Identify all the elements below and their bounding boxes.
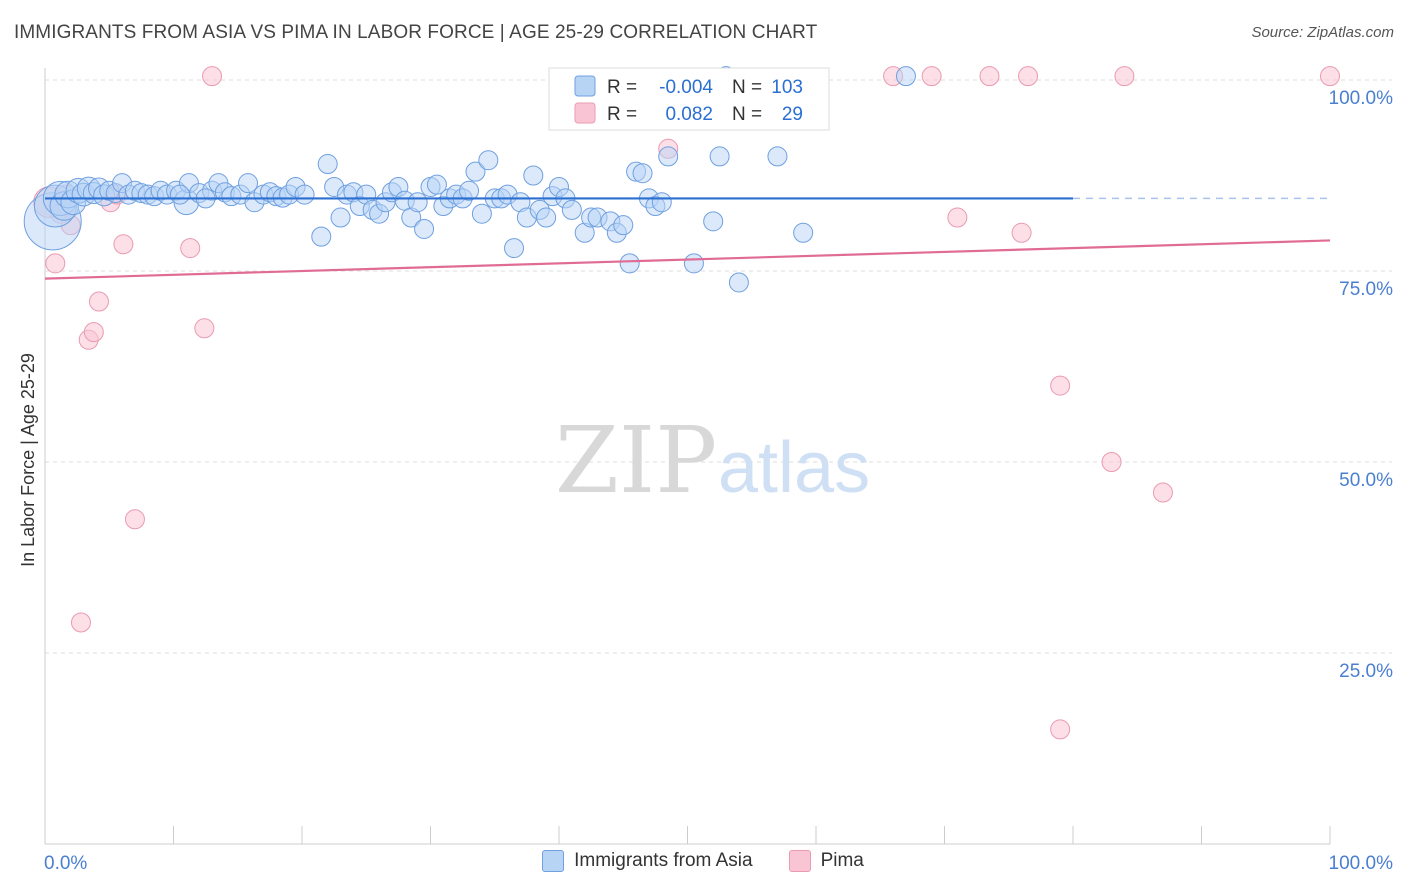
legend-label-asia: Immigrants from Asia: [574, 850, 753, 871]
y-tick-label: 100.0%: [1329, 88, 1394, 109]
asia-point: [767, 146, 788, 167]
asia-point: [651, 192, 672, 213]
x-tick-label: 0.0%: [44, 853, 87, 874]
legend-swatch-pima: [574, 102, 596, 124]
asia-point: [895, 66, 916, 87]
asia-point: [471, 203, 492, 224]
pima-trend-line: [44, 239, 1331, 280]
y-axis-label: In Labor Force | Age 25-29: [18, 353, 38, 567]
watermark-atlas: atlas: [718, 428, 870, 508]
legend-n-label-pima: N =: [732, 104, 762, 125]
pima-point: [1018, 66, 1039, 87]
legend-item-pima[interactable]: Pima: [788, 850, 864, 872]
pima-point: [202, 66, 223, 87]
watermark: ZIP atlas: [555, 407, 870, 514]
asia-point: [728, 272, 749, 293]
pima-point: [124, 509, 145, 530]
pima-points: [33, 66, 1340, 740]
asia-point: [317, 154, 338, 175]
asia-point: [632, 163, 653, 184]
asia-point: [169, 184, 190, 205]
pima-point: [1101, 452, 1122, 472]
legend-n-label-asia: N =: [732, 77, 762, 98]
y-tick-label: 50.0%: [1339, 470, 1393, 491]
tick-labels: 25.0% 50.0% 75.0% 100.0% 0.0% 100.0%: [44, 88, 1393, 874]
trend-lines: [44, 197, 1331, 280]
pima-point: [1011, 222, 1032, 243]
stats-legend: R = -0.004 N = 103 R = 0.082 N = 29: [548, 67, 830, 131]
pima-point: [1050, 375, 1071, 396]
pima-point: [1320, 66, 1340, 87]
y-tick-label: 25.0%: [1339, 661, 1393, 682]
y-tick-label: 75.0%: [1339, 279, 1393, 300]
pima-point: [921, 66, 942, 87]
pima-point: [1152, 482, 1173, 503]
watermark-zip: ZIP: [555, 407, 717, 514]
asia-point: [683, 253, 704, 274]
asia-point: [311, 226, 332, 247]
pima-point: [947, 207, 968, 228]
legend-label-pima: Pima: [820, 850, 864, 871]
asia-point: [294, 184, 315, 205]
pima-point: [1050, 719, 1071, 740]
asia-point: [426, 174, 447, 195]
asia-point: [613, 215, 634, 236]
pima-point: [113, 234, 134, 255]
asia-point: [658, 146, 679, 167]
asia-point: [793, 222, 814, 243]
asia-point: [407, 192, 428, 213]
legend-swatch-pima-bottom: [788, 850, 811, 872]
legend-swatch-asia: [574, 75, 596, 97]
asia-point: [238, 173, 259, 194]
source-label: Source: ZipAtlas.com: [1251, 24, 1394, 41]
asia-point: [465, 161, 486, 182]
asia-point: [536, 207, 557, 228]
legend-n-value-pima: 29: [782, 104, 803, 125]
legend-r-label-pima: R =: [607, 104, 637, 125]
asia-point: [709, 146, 730, 167]
asia-point: [619, 253, 640, 274]
asia-point: [523, 165, 544, 186]
chart-title: IMMIGRANTS FROM ASIA VS PIMA IN LABOR FO…: [14, 22, 818, 43]
x-tick-label: 100.0%: [1329, 853, 1394, 874]
asia-point: [703, 211, 724, 232]
pima-point: [1114, 66, 1135, 87]
pima-point: [180, 238, 201, 259]
legend-box: [548, 67, 830, 131]
legend-r-value-asia: -0.004: [659, 77, 713, 98]
pima-point: [70, 612, 91, 633]
legend-r-value-pima: 0.082: [665, 104, 713, 125]
axes: [44, 68, 1331, 845]
pima-point: [45, 253, 66, 274]
asia-point: [504, 238, 525, 259]
pima-point: [979, 66, 1000, 87]
asia-point: [478, 150, 499, 171]
pima-point: [88, 291, 109, 312]
legend-r-label-asia: R =: [607, 77, 637, 98]
asia-point: [330, 207, 351, 228]
asia-point: [414, 218, 435, 239]
pima-point: [83, 322, 104, 343]
asia-point: [459, 180, 480, 201]
series-legend: Immigrants from Asia Pima: [0, 850, 1406, 872]
legend-item-asia[interactable]: Immigrants from Asia: [542, 850, 753, 872]
asia-point: [561, 199, 582, 220]
pima-point: [194, 318, 215, 339]
legend-n-value-asia: 103: [771, 77, 803, 98]
legend-swatch-asia-bottom: [542, 850, 565, 872]
